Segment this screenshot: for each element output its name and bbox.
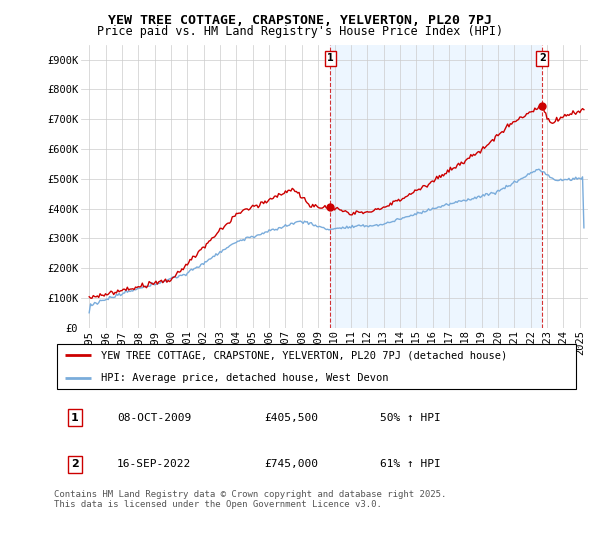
Text: 16-SEP-2022: 16-SEP-2022: [117, 459, 191, 469]
Text: 2: 2: [539, 53, 545, 63]
Text: Contains HM Land Registry data © Crown copyright and database right 2025.
This d: Contains HM Land Registry data © Crown c…: [54, 490, 446, 510]
Text: 50% ↑ HPI: 50% ↑ HPI: [380, 413, 440, 423]
Text: YEW TREE COTTAGE, CRAPSTONE, YELVERTON, PL20 7PJ: YEW TREE COTTAGE, CRAPSTONE, YELVERTON, …: [108, 14, 492, 27]
Text: 2: 2: [71, 459, 79, 469]
Text: YEW TREE COTTAGE, CRAPSTONE, YELVERTON, PL20 7PJ (detached house): YEW TREE COTTAGE, CRAPSTONE, YELVERTON, …: [101, 350, 508, 360]
Text: 1: 1: [327, 53, 334, 63]
Text: £405,500: £405,500: [264, 413, 318, 423]
FancyBboxPatch shape: [56, 344, 577, 390]
Text: HPI: Average price, detached house, West Devon: HPI: Average price, detached house, West…: [101, 374, 389, 384]
Text: 1: 1: [71, 413, 79, 423]
Text: £745,000: £745,000: [264, 459, 318, 469]
Text: Price paid vs. HM Land Registry's House Price Index (HPI): Price paid vs. HM Land Registry's House …: [97, 25, 503, 38]
Text: 61% ↑ HPI: 61% ↑ HPI: [380, 459, 440, 469]
Bar: [331, 45, 542, 328]
Text: 08-OCT-2009: 08-OCT-2009: [117, 413, 191, 423]
